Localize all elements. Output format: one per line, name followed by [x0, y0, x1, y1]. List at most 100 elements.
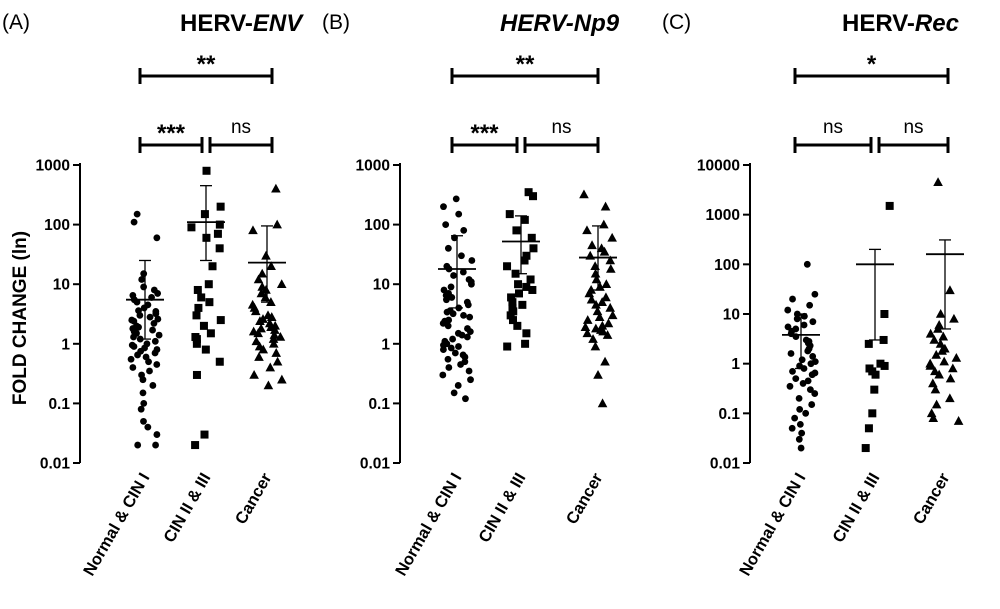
data-point [594, 312, 605, 321]
data-point [811, 390, 819, 397]
data-point [271, 348, 282, 357]
data-point [522, 329, 531, 338]
data-point [447, 283, 455, 291]
title-text: HERV- [842, 10, 915, 37]
data-point [597, 297, 607, 306]
data-point [599, 219, 609, 229]
data-point [870, 385, 879, 394]
y-tick-label: 0.01 [40, 456, 71, 473]
data-point [864, 424, 873, 433]
sig-label: ** [197, 51, 216, 78]
data-point [880, 310, 889, 318]
data-point [933, 177, 943, 187]
data-point [443, 308, 451, 316]
category-label: Cancer [232, 470, 276, 528]
data-point [945, 373, 956, 383]
series-square [503, 188, 538, 351]
data-point [202, 166, 211, 175]
data-point [925, 328, 936, 338]
y-tick-label: 0.1 [368, 396, 390, 413]
data-point [441, 317, 449, 325]
data-point [524, 188, 533, 197]
data-point [806, 386, 814, 394]
data-point [277, 374, 287, 384]
data-point [522, 251, 531, 260]
data-point [140, 400, 148, 407]
data-point [140, 304, 148, 312]
data-point [591, 274, 602, 284]
data-point [272, 356, 283, 366]
data-point [129, 364, 137, 371]
data-point [798, 356, 806, 364]
data-point [215, 357, 224, 366]
data-point [462, 395, 469, 403]
data-point [206, 329, 215, 338]
data-point [808, 401, 816, 408]
data-point [514, 280, 523, 289]
data-point [275, 332, 286, 341]
data-point [796, 420, 804, 428]
y-tick-label: 100 [714, 257, 740, 274]
data-point [928, 378, 938, 388]
data-point [798, 429, 806, 437]
data-point [450, 272, 457, 279]
panel-letter: (A) [2, 11, 30, 34]
data-point [258, 344, 269, 354]
data-point [805, 338, 813, 345]
data-point [503, 262, 512, 271]
data-point [460, 311, 467, 319]
data-point [789, 367, 796, 375]
data-point [192, 335, 201, 344]
series-circle [784, 260, 819, 452]
data-point [527, 233, 536, 242]
data-point [253, 274, 264, 284]
data-point [466, 313, 474, 321]
data-point [149, 382, 157, 389]
data-point [795, 394, 803, 402]
data-point [269, 330, 280, 339]
data-point [600, 356, 610, 366]
data-point [452, 195, 460, 203]
data-point [953, 416, 964, 425]
data-point [447, 344, 455, 352]
data-point [529, 244, 538, 253]
data-point [949, 313, 959, 323]
data-point [250, 306, 261, 316]
data-point [256, 288, 267, 298]
data-point [928, 413, 939, 422]
data-point [459, 268, 467, 276]
data-point [271, 183, 281, 193]
category-label: CIN II & III [829, 470, 883, 546]
data-point [528, 285, 537, 294]
series-circle [127, 210, 163, 449]
data-point [599, 246, 610, 256]
data-point [507, 293, 516, 302]
y-tick-label: 1 [731, 356, 740, 373]
data-point [806, 301, 814, 309]
data-point [930, 384, 941, 394]
data-point [257, 268, 268, 278]
data-point [201, 345, 210, 354]
sig-label: ** [516, 51, 535, 78]
title-gene: Rec [915, 10, 959, 37]
data-point [931, 349, 942, 359]
data-point [879, 335, 888, 344]
data-point [266, 312, 277, 321]
y-tick-label: 0.1 [48, 396, 70, 413]
data-point [792, 375, 800, 383]
data-point [205, 298, 214, 307]
data-point [811, 369, 819, 377]
category-label: Normal & CIN I [736, 470, 809, 579]
data-point [254, 352, 264, 361]
data-point [951, 353, 962, 362]
data-point [514, 289, 523, 298]
data-point [261, 284, 271, 294]
sig-label: *** [470, 120, 499, 147]
data-point [788, 424, 796, 432]
data-point [933, 323, 943, 333]
data-point [791, 414, 799, 422]
panel-title: HERV-Np9 [500, 10, 620, 37]
data-point [154, 315, 162, 323]
data-point [809, 318, 817, 326]
data-point [586, 294, 597, 304]
